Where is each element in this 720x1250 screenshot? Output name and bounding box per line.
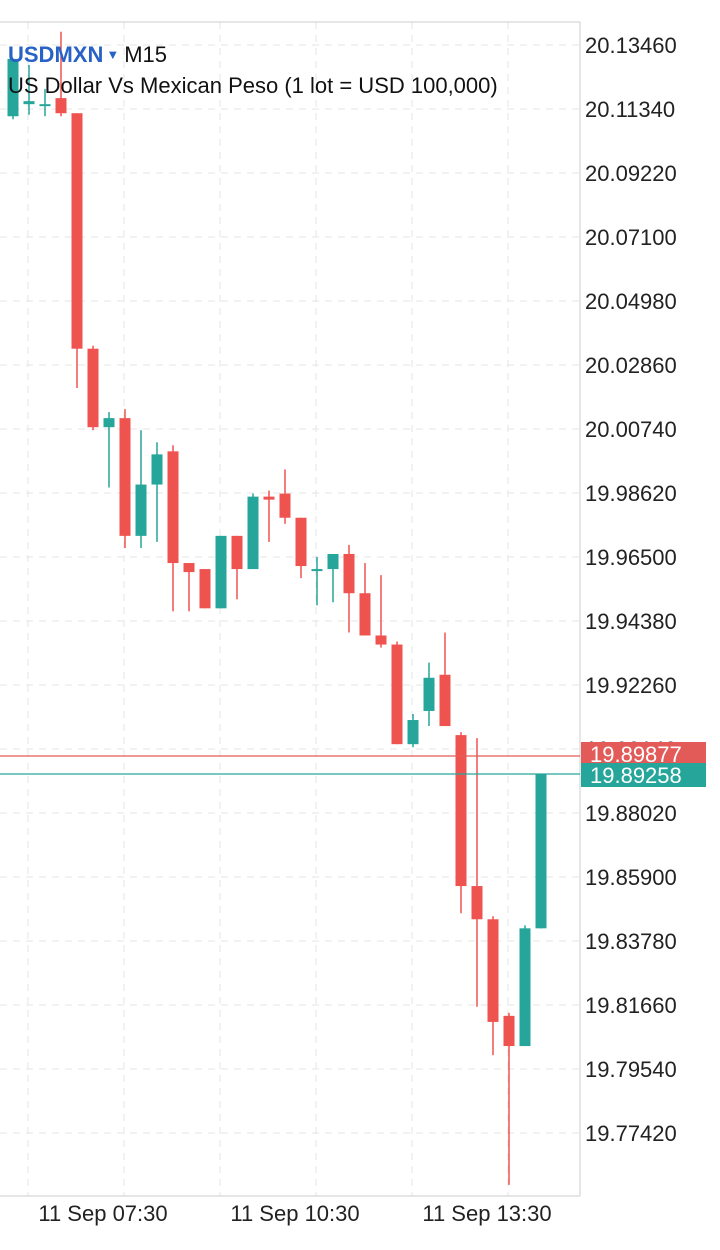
candle-body[interactable] — [87, 348, 99, 428]
price-axis-label: 20.04980 — [585, 289, 677, 314]
candle-body[interactable] — [423, 677, 435, 711]
price-axis-label: 19.88020 — [585, 801, 677, 826]
price-axis-label: 20.07100 — [585, 225, 677, 250]
candle-body[interactable] — [55, 98, 67, 114]
price-axis-label: 20.02860 — [585, 353, 677, 378]
candle-body[interactable] — [487, 919, 499, 1022]
candle-body[interactable] — [375, 635, 387, 645]
candle-body[interactable] — [39, 104, 51, 107]
price-axis-label: 20.00740 — [585, 417, 677, 442]
candle-body[interactable] — [391, 644, 403, 745]
candle-body[interactable] — [135, 484, 147, 536]
candle-body[interactable] — [7, 58, 19, 117]
candle-body[interactable] — [151, 454, 163, 485]
candle-body[interactable] — [215, 535, 227, 609]
price-axis-label: 19.77420 — [585, 1121, 677, 1146]
ask-price-value: 19.89258 — [590, 763, 682, 788]
price-axis-label: 20.09220 — [585, 161, 677, 186]
candle-body[interactable] — [199, 569, 211, 609]
time-axis-label: 11 Sep 07:30 — [38, 1201, 167, 1226]
candle-body[interactable] — [103, 418, 115, 428]
price-axis-label: 20.11340 — [585, 97, 675, 122]
symbol-header[interactable]: USDMXN ▼ M15 — [8, 42, 167, 68]
symbol-name[interactable]: USDMXN — [8, 42, 104, 67]
candle-body[interactable] — [231, 535, 243, 570]
price-axis-label: 19.98620 — [585, 481, 677, 506]
price-axis-label: 19.85900 — [585, 865, 677, 890]
candle-body[interactable] — [343, 553, 355, 594]
instrument-description: US Dollar Vs Mexican Peso (1 lot = USD 1… — [8, 73, 498, 98]
price-axis-label: 19.79540 — [585, 1057, 677, 1082]
price-axis-label: 19.94380 — [585, 609, 677, 634]
candle-body[interactable] — [263, 496, 275, 500]
price-axis-label: 19.83780 — [585, 929, 677, 954]
timeframe-label[interactable]: M15 — [124, 42, 168, 67]
candle-body[interactable] — [519, 928, 531, 1047]
time-axis-label: 11 Sep 10:30 — [230, 1201, 359, 1226]
price-axis-label: 19.92260 — [585, 673, 677, 698]
candle-body[interactable] — [535, 774, 547, 929]
chevron-down-icon[interactable]: ▼ — [106, 47, 120, 62]
ask-price-tag — [581, 763, 706, 787]
time-axis-label: 11 Sep 13:30 — [422, 1201, 551, 1226]
candle-body[interactable] — [471, 886, 483, 920]
bid-price-value: 19.89877 — [590, 742, 682, 767]
candle-body[interactable] — [439, 674, 451, 727]
price-axis-label: 19.96500 — [585, 545, 677, 570]
candle-body[interactable] — [71, 113, 83, 349]
price-axis-label: 20.13460 — [585, 33, 677, 58]
candle-body[interactable] — [23, 101, 35, 105]
candle-body[interactable] — [119, 418, 131, 536]
candle-body[interactable] — [167, 451, 179, 564]
candle-body[interactable] — [407, 720, 419, 745]
candle-body[interactable] — [183, 563, 195, 573]
candle-body[interactable] — [247, 496, 259, 570]
candle-body[interactable] — [359, 593, 371, 636]
candle-body[interactable] — [295, 517, 307, 567]
candle-body[interactable] — [327, 553, 339, 570]
candle-body[interactable] — [311, 569, 323, 572]
candle-body[interactable] — [503, 1015, 515, 1047]
candle-body[interactable] — [279, 493, 291, 518]
price-axis-label: 19.81660 — [585, 993, 677, 1018]
candle-body[interactable] — [455, 735, 467, 887]
bid-price-tag — [581, 742, 706, 764]
